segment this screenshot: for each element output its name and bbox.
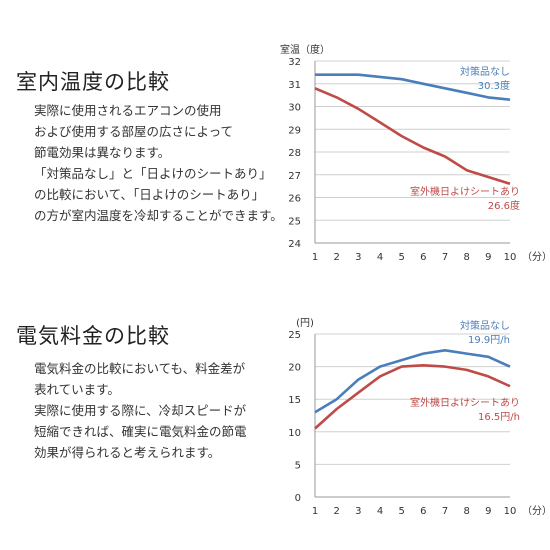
series-name-label: 対策品なし: [460, 319, 510, 332]
y-axis-label: 室温（度）: [280, 43, 330, 56]
y-tick-label: 25: [288, 330, 301, 341]
x-tick-label: 6: [420, 252, 426, 263]
series-line: [314, 363, 511, 430]
x-tick-label: 7: [442, 506, 448, 517]
x-axis-label: （分）: [522, 505, 550, 517]
x-tick-label: 3: [355, 506, 361, 517]
x-axis-label: （分）: [522, 251, 550, 263]
description-line: 実際に使用する際に、冷却スピードが: [34, 403, 247, 418]
y-tick-label: 31: [288, 80, 301, 91]
series-name-label: 室外機日よけシートあり: [410, 396, 520, 409]
y-tick-label: 5: [295, 460, 301, 471]
x-tick-label: 4: [377, 506, 383, 517]
description-line: の方が室内温度を冷却することができます。: [34, 208, 283, 223]
y-tick-label: 10: [288, 428, 301, 439]
description-line: 電気料金の比較においても、料金差が: [34, 361, 246, 376]
description-line: 表れています。: [34, 382, 120, 397]
x-tick-label: 1: [312, 506, 318, 517]
x-tick-label: 2: [333, 252, 339, 263]
temperature-description: 実際に使用されるエアコンの使用 および使用する部屋の広さによって 節電効果は異なりま…: [34, 100, 283, 226]
x-tick-label: 3: [355, 252, 361, 263]
electricity-description: 電気料金の比較においても、料金差が 表れています。実際に使用する際に、冷却スピード…: [34, 358, 247, 463]
series-end-value-label: 30.3度: [478, 79, 510, 92]
series-end-value-label: 16.5円/h: [478, 412, 520, 423]
x-tick-label: 6: [420, 506, 426, 517]
x-tick-label: 9: [485, 252, 491, 263]
y-tick-label: 25: [288, 216, 301, 227]
y-axis-label: (円): [296, 318, 314, 329]
y-tick-label: 0: [295, 493, 301, 504]
y-tick-label: 30: [288, 103, 301, 114]
description-line: 「対策品なし」と「日よけのシートあり」: [34, 166, 272, 181]
description-line: の比較において、「日よけのシートあり」: [34, 187, 265, 202]
y-tick-label: 29: [288, 125, 301, 136]
temperature-section-title: 室内温度の比較: [16, 70, 170, 94]
description-line: 節電効果は異なります。: [34, 145, 171, 160]
x-tick-label: 9: [485, 506, 491, 517]
x-tick-label: 7: [442, 252, 448, 263]
y-tick-label: 24: [288, 239, 301, 250]
y-tick-label: 20: [288, 363, 301, 374]
electricity-cost-chart: 0 5 10 15 20 25(円) 1 2 3 4 5 6 7 8 9 10 （分） 対策品なし 19.9円/h 室…: [288, 318, 550, 517]
description-line: および使用する部屋の広さによって: [34, 124, 234, 139]
y-tick-label: 28: [288, 148, 301, 159]
electricity-section-title: 電気料金の比較: [16, 324, 170, 348]
x-tick-label: 2: [333, 506, 339, 517]
description-line: 効果が得られると考えられます。: [34, 445, 221, 460]
series-name-label: 対策品なし: [460, 65, 510, 78]
y-tick-label: 27: [288, 171, 301, 182]
x-tick-label: 1: [312, 252, 318, 263]
description-line: 短縮できれば、確実に電気料金の節電: [34, 424, 247, 439]
series-line: [314, 87, 511, 186]
series-name-label: 室外機日よけシートあり: [410, 185, 520, 198]
x-tick-label: 10: [504, 252, 517, 263]
x-tick-label: 8: [463, 252, 469, 263]
series-line: [315, 73, 511, 101]
y-tick-label: 26: [288, 194, 301, 205]
series-end-value-label: 26.6度: [488, 199, 520, 212]
series-line: [314, 348, 511, 414]
y-tick-label: 32: [288, 57, 301, 68]
series-end-value-label: 19.9円/h: [468, 335, 510, 346]
x-tick-label: 5: [398, 506, 404, 517]
y-tick-label: 15: [288, 395, 301, 406]
description-line: 実際に使用されるエアコンの使用: [34, 103, 222, 118]
x-tick-label: 10: [504, 506, 517, 517]
x-tick-label: 5: [398, 252, 404, 263]
x-tick-label: 8: [463, 506, 469, 517]
x-tick-label: 4: [377, 252, 383, 263]
